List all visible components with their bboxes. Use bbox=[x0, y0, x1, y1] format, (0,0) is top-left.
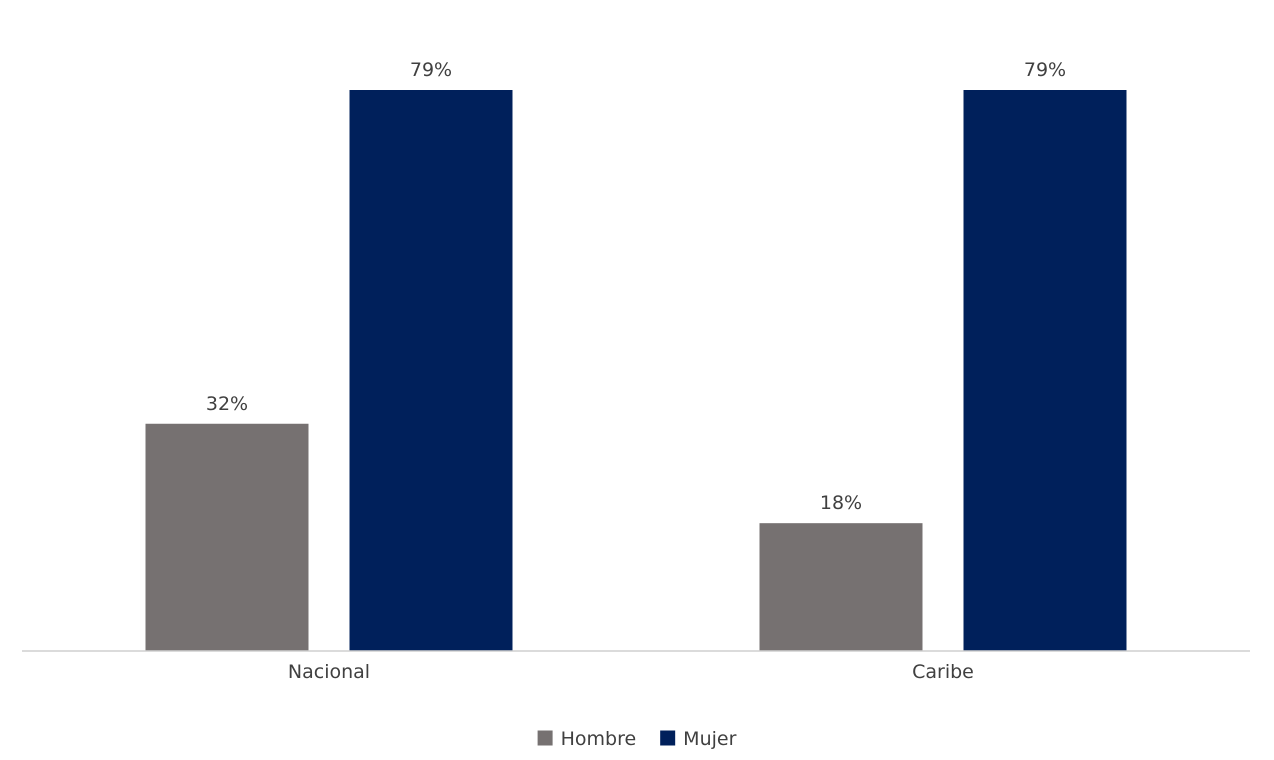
legend: Hombre Mujer bbox=[537, 728, 737, 750]
data-labels-group: 32% 79% 18% 79% bbox=[206, 59, 1066, 514]
data-label-mujer-caribe: 79% bbox=[1024, 59, 1066, 81]
legend-label-mujer: Mujer bbox=[683, 728, 736, 750]
bars-group bbox=[145, 90, 1127, 651]
data-label-mujer-nacional: 79% bbox=[410, 59, 452, 81]
x-tick-labels-group: Nacional Caribe bbox=[288, 661, 974, 683]
legend-label-hombre: Hombre bbox=[561, 728, 637, 750]
legend-swatch-hombre bbox=[537, 730, 553, 746]
legend-swatch-mujer bbox=[660, 730, 676, 746]
data-label-hombre-nacional: 32% bbox=[206, 393, 248, 415]
x-tick-label-nacional: Nacional bbox=[288, 661, 370, 683]
bar-hombre-nacional bbox=[145, 423, 309, 651]
x-tick-label-caribe: Caribe bbox=[912, 661, 974, 683]
bar-mujer-caribe bbox=[963, 90, 1127, 651]
bar-hombre-caribe bbox=[759, 523, 923, 651]
bar-mujer-nacional bbox=[349, 90, 513, 651]
data-label-hombre-caribe: 18% bbox=[820, 492, 862, 514]
